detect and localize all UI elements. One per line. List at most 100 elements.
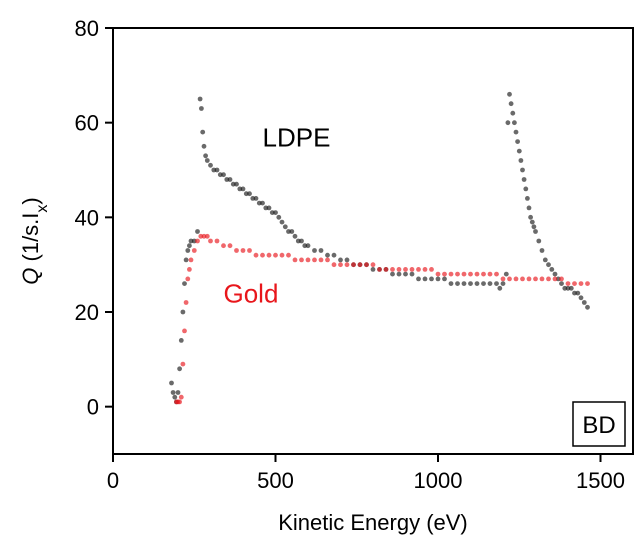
data-point-ldpe (521, 177, 527, 182)
data-point-gold (344, 262, 350, 268)
data-point-ldpe (442, 276, 447, 282)
data-point-ldpe (188, 238, 194, 244)
data-point-ldpe (508, 101, 514, 107)
y-axis-symbol: Q (18, 268, 43, 285)
data-point-ldpe (533, 229, 538, 234)
data-point-gold (370, 262, 376, 268)
data-point-ldpe (435, 276, 441, 282)
data-point-ldpe (390, 271, 395, 277)
data-point-gold (299, 257, 304, 263)
data-point-ldpe (289, 229, 295, 234)
data-point-ldpe (468, 281, 473, 286)
data-point-ldpe (276, 214, 282, 220)
data-point-ldpe (552, 271, 558, 277)
data-point-gold (422, 267, 428, 272)
data-point-gold (185, 276, 191, 282)
data-point-ldpe (180, 309, 186, 315)
data-point-gold (351, 262, 356, 268)
data-point-ldpe (572, 290, 577, 296)
data-point-gold (546, 276, 551, 282)
data-point-ldpe (546, 262, 551, 268)
data-point-ldpe (201, 143, 207, 149)
data-point-ldpe (175, 390, 181, 395)
y-axis-unit: (1/s.I (18, 213, 43, 268)
data-point-gold (357, 262, 363, 268)
data-point-gold (533, 276, 538, 282)
data-point-gold (227, 243, 233, 249)
data-point-gold (552, 276, 558, 282)
data-point-gold (494, 271, 499, 277)
data-point-gold (390, 267, 395, 272)
data-point-gold (377, 267, 382, 272)
data-point-ldpe (513, 129, 519, 135)
data-point-ldpe (525, 196, 530, 201)
data-point-ldpe (474, 281, 480, 286)
data-point-ldpe (539, 248, 545, 253)
data-point-ldpe (559, 281, 564, 286)
data-point-gold (578, 281, 584, 286)
data-point-ldpe (182, 281, 187, 286)
data-point-ldpe (266, 205, 272, 211)
data-point-ldpe (416, 276, 421, 282)
data-point-ldpe (526, 205, 532, 211)
data-point-ldpe (260, 200, 265, 206)
data-point-ldpe (518, 158, 524, 163)
bd-badge: BD (572, 401, 626, 447)
data-point-gold (409, 267, 415, 272)
data-point-gold (188, 257, 194, 263)
data-point-gold (364, 262, 369, 268)
data-point-ldpe (178, 338, 184, 343)
data-point-ldpe (500, 281, 506, 286)
data-point-ldpe (208, 162, 213, 168)
data-point-ldpe (338, 257, 343, 263)
data-point-ldpe (240, 186, 246, 192)
data-point-ldpe (505, 120, 511, 126)
data-point-ldpe (507, 91, 512, 97)
y-axis-subscript: x (34, 205, 51, 213)
data-point-gold (204, 233, 210, 239)
y-axis-close: ) (18, 197, 43, 204)
data-point-gold (429, 267, 434, 272)
data-point-gold (187, 267, 192, 272)
data-point-ldpe (344, 257, 350, 263)
data-point-ldpe (568, 285, 574, 291)
data-point-gold (461, 271, 467, 277)
data-point-gold (260, 252, 265, 258)
data-point-ldpe (286, 229, 291, 234)
y-tick-label: 60 (75, 111, 99, 136)
data-point-gold (266, 252, 272, 258)
data-point-ldpe (581, 300, 587, 305)
data-point-gold (383, 267, 389, 272)
data-point-ldpe (312, 248, 317, 253)
data-point-ldpe (503, 271, 509, 277)
data-point-gold (247, 248, 252, 253)
series-label-ldpe: LDPE (263, 122, 331, 152)
data-point-ldpe (422, 276, 428, 282)
data-point-gold (234, 248, 239, 253)
data-point-gold (221, 243, 226, 249)
badge-box (572, 401, 626, 447)
data-point-ldpe (409, 271, 415, 277)
data-point-gold (455, 271, 460, 277)
y-tick-label: 0 (87, 395, 99, 420)
data-point-gold (177, 399, 183, 405)
data-point-ldpe (494, 281, 499, 286)
data-point-ldpe (279, 219, 285, 225)
data-point-ldpe (203, 153, 209, 159)
data-point-gold (448, 271, 454, 277)
x-tick-label: 0 (107, 468, 119, 493)
data-point-ldpe (183, 257, 189, 263)
data-point-ldpe (497, 285, 503, 291)
data-point-ldpe (234, 181, 239, 187)
y-tick-label: 40 (75, 205, 99, 230)
data-point-ldpe (578, 295, 584, 301)
data-point-gold (325, 257, 330, 263)
data-point-gold (559, 276, 564, 282)
data-point-gold (435, 271, 441, 277)
y-tick-label: 80 (75, 16, 99, 41)
badge-label: BD (582, 412, 615, 439)
data-point-gold (565, 281, 571, 286)
data-point-gold (312, 257, 317, 263)
data-point-gold (318, 257, 324, 263)
